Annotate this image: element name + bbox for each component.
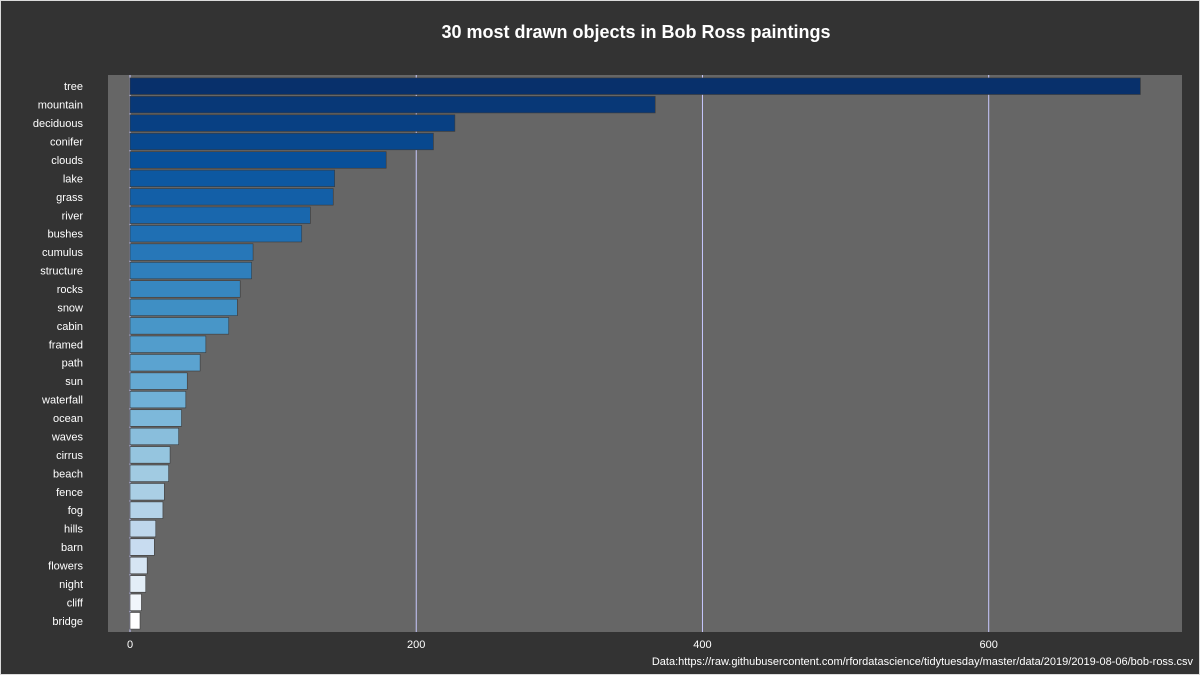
y-tick-label-sun: sun xyxy=(65,376,83,388)
bar-fog xyxy=(129,501,164,519)
y-tick-label-barn: barn xyxy=(61,542,83,554)
bar-deciduous xyxy=(129,114,456,132)
bar-sun xyxy=(129,372,188,390)
y-tick-label-night: night xyxy=(59,579,83,591)
bar-structure xyxy=(129,261,252,280)
bar-bushes xyxy=(129,225,303,243)
y-tick-label-cirrus: cirrus xyxy=(56,450,83,462)
bar-cliff xyxy=(129,593,142,611)
bar-barn xyxy=(129,538,155,556)
bar-waterfall xyxy=(129,390,187,409)
bar-ocean xyxy=(129,409,182,427)
y-tick-label-path: path xyxy=(62,358,83,370)
bar-flowers xyxy=(129,556,148,575)
y-tick-label-clouds: clouds xyxy=(51,155,83,167)
data-source-caption: Data:https://raw.githubusercontent.com/r… xyxy=(651,656,1193,668)
bar-clouds xyxy=(129,151,387,169)
bar-mountain xyxy=(129,96,656,114)
y-tick-label-framed: framed xyxy=(49,339,83,351)
y-tick-label-tree: tree xyxy=(64,81,83,93)
bar-conifer xyxy=(129,132,434,151)
y-tick-label-waves: waves xyxy=(51,431,84,443)
bar-tree xyxy=(129,77,1141,95)
x-tick-label-400: 400 xyxy=(693,639,711,651)
bar-lake xyxy=(129,169,335,187)
bar-rocks xyxy=(129,280,241,298)
y-tick-label-ocean: ocean xyxy=(53,413,83,425)
bar-fence xyxy=(129,483,165,501)
y-tick-label-river: river xyxy=(62,210,84,222)
bar-beach xyxy=(129,464,169,482)
bar-cumulus xyxy=(129,243,254,261)
y-tick-label-cabin: cabin xyxy=(57,321,83,333)
bar-path xyxy=(129,354,201,372)
bar-cabin xyxy=(129,317,230,335)
bar-framed xyxy=(129,335,207,353)
bar-grass xyxy=(129,188,334,206)
x-tick-label-200: 200 xyxy=(407,639,425,651)
y-tick-label-rocks: rocks xyxy=(57,284,84,296)
bar-bridge xyxy=(129,612,141,630)
y-tick-label-cliff: cliff xyxy=(67,597,84,609)
y-tick-label-flowers: flowers xyxy=(48,560,83,572)
bar-waves xyxy=(129,427,179,446)
y-tick-label-deciduous: deciduous xyxy=(33,118,84,130)
y-tick-label-cumulus: cumulus xyxy=(42,247,83,259)
x-tick-label-0: 0 xyxy=(127,639,133,651)
y-tick-label-fence: fence xyxy=(56,487,83,499)
y-tick-label-bushes: bushes xyxy=(48,229,84,241)
bar-river xyxy=(129,206,311,224)
y-tick-label-hills: hills xyxy=(64,524,83,536)
y-tick-label-bridge: bridge xyxy=(52,616,83,628)
y-tick-label-structure: structure xyxy=(40,266,83,278)
bar-snow xyxy=(129,298,238,317)
y-tick-label-lake: lake xyxy=(63,173,83,185)
chart-title: 30 most drawn objects in Bob Ross painti… xyxy=(441,22,831,42)
y-tick-label-waterfall: waterfall xyxy=(41,395,83,407)
bar-night xyxy=(129,575,147,593)
x-tick-label-600: 600 xyxy=(980,639,998,651)
y-tick-label-mountain: mountain xyxy=(38,100,83,112)
bar-hills xyxy=(129,520,157,538)
y-tick-label-grass: grass xyxy=(56,192,83,204)
y-tick-label-beach: beach xyxy=(53,468,83,480)
y-tick-label-conifer: conifer xyxy=(50,137,83,149)
y-tick-label-snow: snow xyxy=(57,302,83,314)
y-tick-label-fog: fog xyxy=(68,505,83,517)
bar-cirrus xyxy=(129,446,171,464)
